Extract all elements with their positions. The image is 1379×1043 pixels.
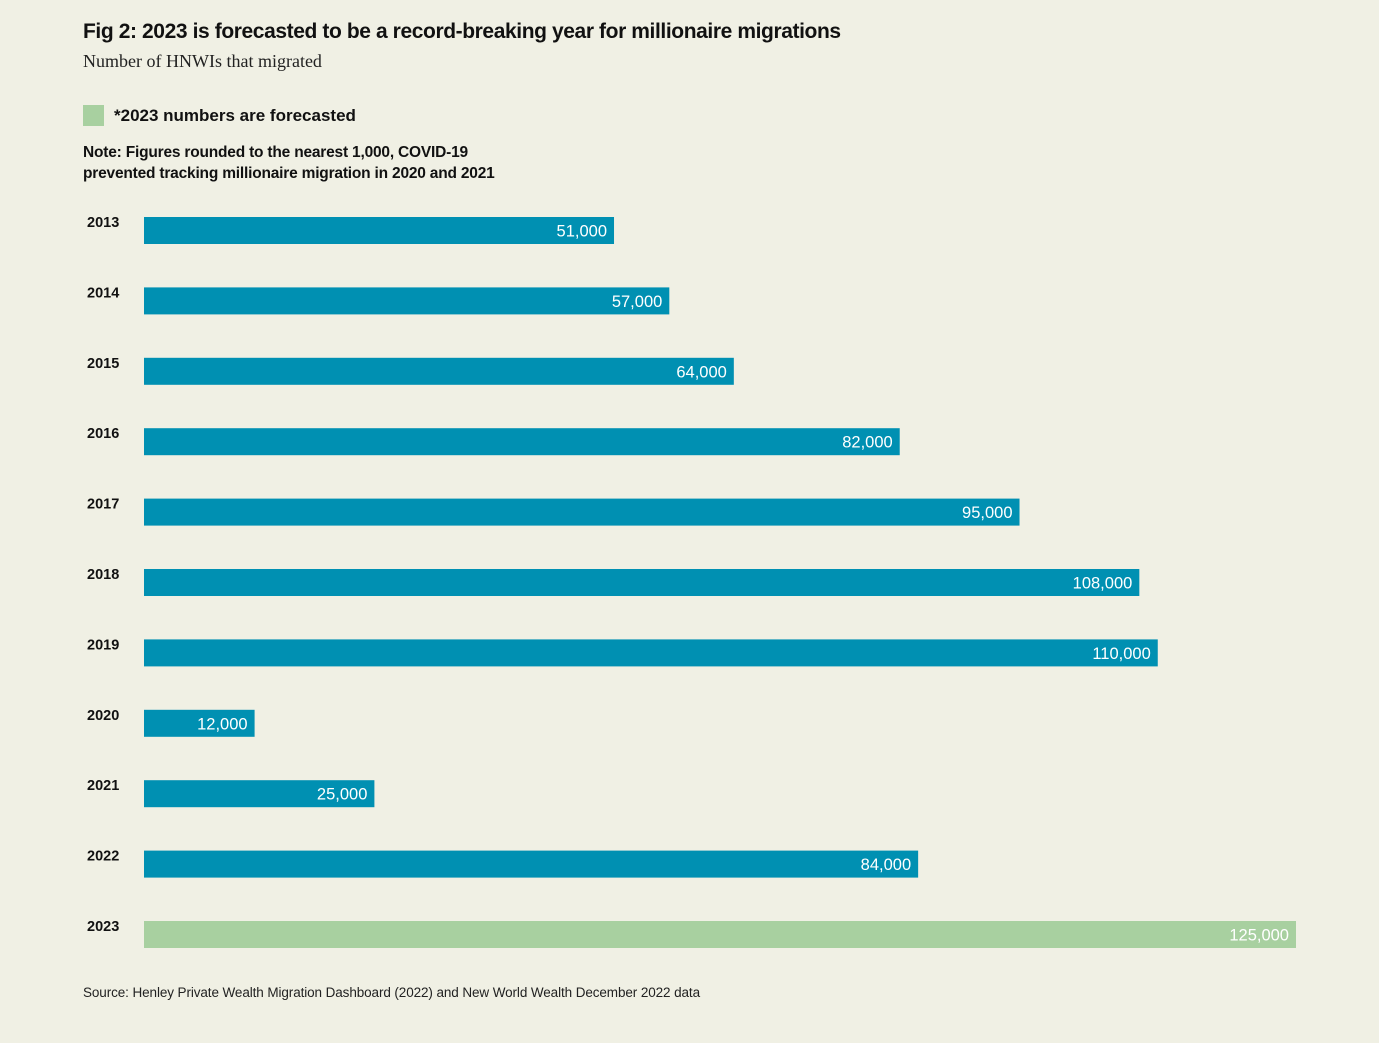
bar-2019 [144, 639, 1158, 667]
value-label-2014: 57,000 [612, 293, 662, 311]
bar-2021 [144, 780, 375, 808]
category-label-2014: 2014 [87, 285, 119, 301]
category-label-2023: 2023 [87, 919, 119, 935]
bar-2015 [144, 357, 734, 385]
value-label-2022: 84,000 [861, 856, 911, 874]
legend: *2023 numbers are forecasted [83, 105, 356, 126]
chart-source: Source: Henley Private Wealth Migration … [83, 985, 700, 1000]
bar-2023 [144, 921, 1296, 948]
category-label-2022: 2022 [87, 849, 119, 865]
category-label-2020: 2020 [87, 708, 119, 724]
bar-2017 [144, 498, 1020, 526]
category-label-2018: 2018 [87, 567, 119, 583]
value-label-2018: 108,000 [1073, 575, 1133, 593]
category-label-2019: 2019 [87, 637, 119, 653]
value-label-2019: 110,000 [1092, 645, 1150, 663]
bar-2020 [144, 709, 255, 737]
bar-2014 [144, 287, 670, 315]
note-line-2: prevented tracking millionaire migration… [83, 165, 495, 182]
category-label-2013: 2013 [87, 215, 119, 231]
value-label-2016: 82,000 [842, 434, 892, 452]
legend-label-forecast: *2023 numbers are forecasted [114, 105, 356, 125]
bar-2018 [144, 569, 1140, 596]
legend-swatch-forecast [83, 105, 104, 126]
bar-2013 [144, 217, 615, 244]
category-label-2021: 2021 [87, 778, 119, 794]
category-label-2017: 2017 [87, 497, 119, 513]
bar-2016 [144, 428, 900, 456]
bar-2022 [144, 850, 919, 878]
category-label-2015: 2015 [87, 356, 119, 372]
value-label-2021: 25,000 [317, 786, 367, 804]
value-label-2013: 51,000 [557, 223, 607, 241]
value-label-2020: 12,000 [197, 715, 247, 733]
chart-note: Note: Figures rounded to the nearest 1,0… [83, 142, 495, 184]
value-label-2017: 95,000 [962, 504, 1012, 522]
chart-subtitle: Number of HNWIs that migrated [83, 51, 322, 71]
value-label-2023: 125,000 [1229, 927, 1289, 945]
value-label-2015: 64,000 [676, 363, 726, 381]
category-label-2016: 2016 [87, 426, 119, 442]
chart-title: Fig 2: 2023 is forecasted to be a record… [83, 20, 841, 43]
note-line-1: Note: Figures rounded to the nearest 1,0… [83, 144, 468, 161]
